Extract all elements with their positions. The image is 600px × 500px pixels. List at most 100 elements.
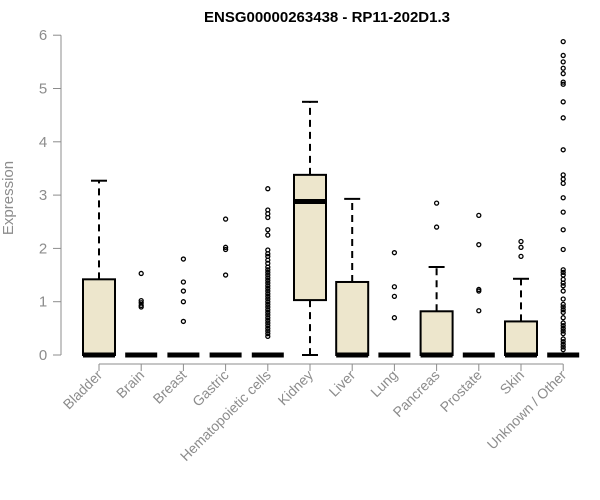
outlier-point [265, 275, 271, 281]
outlier-point [560, 325, 566, 332]
outlier-point [391, 250, 398, 256]
y-tick-label: 0 [39, 347, 47, 364]
outlier-point [560, 269, 566, 276]
outlier-point [265, 227, 271, 233]
box-hematopoietic-cells [251, 186, 284, 358]
outlier-point [265, 272, 271, 278]
outlier-point [560, 195, 566, 201]
outlier-point [180, 256, 187, 262]
boxes-group [82, 38, 580, 358]
outlier-point [518, 244, 524, 250]
outlier-point [560, 147, 566, 153]
outlier-point [138, 304, 144, 310]
outlier-point [560, 339, 566, 345]
y-tick-label: 4 [39, 134, 47, 151]
outlier-point [265, 269, 271, 276]
outlier-point [560, 59, 566, 65]
y-tick-label: 2 [39, 240, 47, 257]
box-prostate [462, 212, 495, 358]
outlier-point [265, 257, 271, 263]
outlier-point [560, 315, 566, 321]
outlier-point [560, 323, 566, 329]
x-tick-label: Lung [367, 367, 400, 400]
outlier-point [560, 227, 566, 233]
outlier-point [222, 244, 229, 250]
outlier-point [265, 264, 271, 270]
outlier-point [560, 267, 566, 273]
outlier-point [265, 304, 271, 310]
outlier-point [560, 246, 566, 253]
outlier-point [222, 246, 229, 253]
y-tick-label: 6 [39, 27, 47, 44]
box-body [82, 278, 116, 356]
outlier-point [265, 333, 271, 339]
outlier-point [433, 200, 440, 206]
x-tick-label: Skin [497, 367, 528, 398]
outlier-point [265, 232, 271, 238]
outlier-point [560, 280, 566, 286]
x-tick-label: Breast [150, 367, 190, 407]
x-tick-label: Prostate [437, 367, 485, 415]
outlier-point [265, 328, 271, 334]
outlier-point [180, 299, 187, 305]
box-gastric [209, 216, 242, 358]
x-tick-label: Bladder [60, 367, 106, 413]
box-breast [167, 256, 200, 358]
outlier-point [265, 293, 271, 300]
x-tick-label: Brain [113, 367, 147, 401]
outlier-point [265, 312, 271, 318]
outlier-point [265, 186, 271, 192]
outlier-point [222, 216, 229, 222]
outlier-point [265, 309, 271, 316]
outlier-point [265, 320, 271, 326]
outlier-point [265, 315, 271, 321]
outlier-point [476, 308, 482, 314]
outlier-point [180, 279, 187, 285]
outlier-point [560, 307, 566, 313]
box-body [293, 173, 327, 302]
outlier-point [265, 291, 271, 297]
outlier-point [476, 242, 482, 248]
outlier-point [138, 270, 144, 277]
outlier-point [560, 176, 566, 182]
outlier-point [560, 65, 566, 71]
outlier-point [265, 285, 271, 292]
outlier-point [265, 280, 271, 286]
box-body [335, 280, 370, 357]
outlier-point [560, 347, 566, 353]
outlier-point [265, 277, 271, 284]
outlier-point [391, 284, 398, 290]
outlier-point [265, 251, 271, 257]
outlier-point [560, 180, 566, 187]
outlier-point [560, 320, 566, 326]
outlier-point [265, 325, 271, 332]
y-axis-label: Expression [0, 161, 17, 235]
outlier-point [560, 38, 566, 45]
outlier-point [560, 99, 566, 105]
outlier-point [265, 323, 271, 329]
box-skin [504, 238, 538, 358]
outlier-point [560, 336, 566, 342]
x-tick-label: Kidney [275, 367, 317, 409]
outlier-point [391, 315, 398, 321]
outlier-point [391, 293, 398, 300]
box-body [504, 320, 538, 356]
x-tick-label: Liver [326, 367, 359, 400]
outlier-point [518, 238, 524, 245]
outlier-point [265, 301, 271, 308]
outlier-point [265, 267, 271, 273]
box-body [419, 310, 454, 357]
outlier-point [476, 212, 482, 219]
y-tick-label: 5 [39, 81, 47, 98]
outlier-point [560, 288, 566, 294]
box-brain [125, 270, 158, 358]
outlier-point [265, 283, 271, 289]
box-liver [335, 197, 370, 358]
box-pancreas [419, 200, 454, 358]
outlier-point [560, 341, 566, 347]
outlier-point [138, 297, 144, 304]
outlier-point [518, 253, 524, 260]
outlier-point [180, 318, 187, 325]
